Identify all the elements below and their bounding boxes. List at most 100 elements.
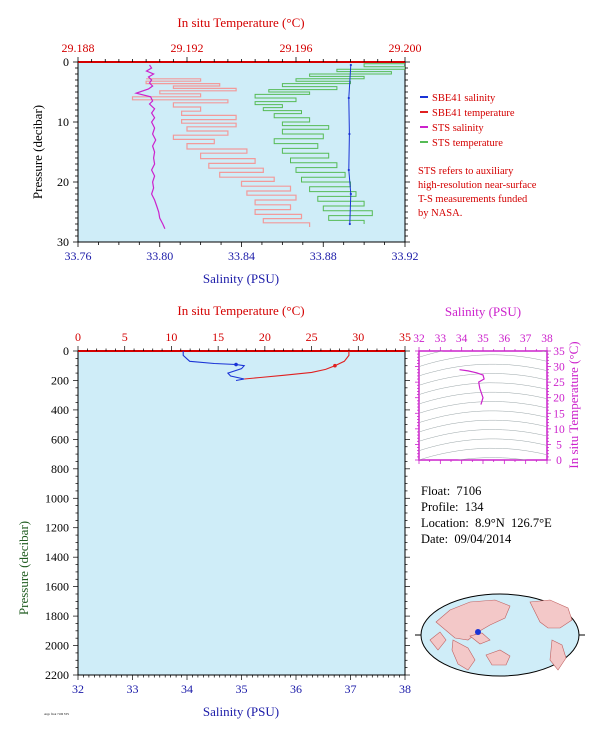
- top-tick-label: 29.196: [280, 41, 313, 55]
- top-tick-label: 30: [352, 330, 364, 344]
- profile-number: Profile: 134: [421, 500, 484, 514]
- legend-label: STS temperature: [432, 138, 503, 149]
- y-tick-label: 10: [57, 115, 69, 129]
- sbe-salinity-point: [348, 132, 351, 136]
- sbe-salinity-point: [349, 63, 352, 67]
- ts-right-tick-label: 20: [553, 393, 565, 405]
- x-tick-label: 36: [290, 682, 302, 696]
- y-tick-label: 2200: [45, 668, 69, 682]
- sbe-salinity-point: [349, 192, 352, 196]
- legend-item-sts-temperature: STS temperature: [420, 138, 503, 149]
- y-tick-label: 1400: [45, 550, 69, 564]
- density-contour: [419, 401, 547, 414]
- map-land-north-america: [529, 599, 573, 629]
- float-id: Float: 7106: [421, 484, 482, 498]
- map-land-south-america: [549, 639, 567, 671]
- legend-note-line: by NASA.: [418, 208, 462, 219]
- ts-top-tick-label: 33: [435, 333, 447, 345]
- top-tick-label: 29.192: [171, 41, 204, 55]
- y-tick-label: 0: [63, 55, 69, 69]
- density-contour: [419, 373, 547, 386]
- credit-stamp: Argo float 7106 STS: [44, 712, 70, 716]
- y-tick-label: 20: [57, 175, 69, 189]
- top-tick-label: 29.200: [389, 41, 422, 55]
- float-info: Float: 7106 Profile: 134 Location: 8.9°N…: [421, 483, 552, 547]
- ts-right-tick-label: 10: [553, 424, 565, 436]
- map-land: [429, 599, 573, 671]
- sbe-salinity-point: [347, 96, 350, 100]
- map-land-europe: [429, 631, 447, 651]
- ts-top-tick-label: 34: [456, 333, 468, 345]
- near-surface-y-axis-label: Pressure (decibar): [30, 105, 45, 199]
- density-contour: [419, 419, 547, 433]
- ts-right-tick-label: 5: [556, 439, 562, 451]
- float-location: Location: 8.9°N 126.7°E: [421, 516, 552, 530]
- density-contour: [419, 391, 547, 405]
- series-sts-temperature-pink: [131, 78, 311, 227]
- x-tick-label: 35: [236, 682, 248, 696]
- series-sbe-temperature: [244, 351, 350, 380]
- top-tick-label: 10: [165, 330, 177, 344]
- density-contour: [457, 457, 528, 460]
- ts-right-tick-label: 25: [553, 377, 565, 389]
- y-tick-label: 200: [51, 373, 69, 387]
- series-sts-salinity: [134, 64, 166, 230]
- map-land-africa: [451, 639, 476, 671]
- y-tick-label: 30: [57, 235, 69, 249]
- full-profile-top-axis-label: In situ Temperature (°C): [177, 303, 304, 318]
- sbe-temperature-point: [333, 363, 337, 368]
- legend-label: STS salinity: [432, 123, 484, 134]
- density-contour: [419, 467, 547, 479]
- y-tick-label: 1600: [45, 580, 69, 594]
- sbe-salinity-point: [347, 168, 350, 172]
- ts-right-tick-label: 0: [556, 455, 562, 467]
- full-profile-x-axis-label: Salinity (PSU): [203, 704, 279, 719]
- full-profile-y-axis-label: Pressure (decibar): [16, 521, 31, 615]
- near-surface-plot-area: [77, 61, 406, 243]
- map-land-australia: [485, 649, 511, 666]
- sbe-salinity-point: [348, 222, 351, 226]
- x-tick-label: 33.88: [310, 249, 337, 263]
- y-tick-label: 400: [51, 403, 69, 417]
- x-tick-label: 38: [399, 682, 411, 696]
- x-tick-label: 33: [127, 682, 139, 696]
- ts-top-tick-label: 32: [413, 333, 425, 345]
- ts-right-axis-label: In situ Temperature (°C): [566, 341, 581, 468]
- legend-item-sts-salinity: STS salinity: [420, 123, 484, 134]
- density-contour: [419, 354, 547, 367]
- legend: SBE41 salinity SBE41 temperature STS sal…: [418, 93, 537, 219]
- x-tick-label: 34: [181, 682, 193, 696]
- ts-right-tick-label: 30: [553, 362, 565, 374]
- density-contour: [419, 447, 547, 460]
- x-tick-label: 37: [345, 682, 357, 696]
- density-contour: [419, 351, 547, 358]
- world-map: [415, 593, 585, 677]
- legend-note-line: T-S measurements funded: [418, 194, 528, 205]
- y-tick-label: 1200: [45, 521, 69, 535]
- full-profile-plot-area: [77, 350, 406, 676]
- x-tick-label: 33.76: [65, 249, 92, 263]
- legend-item-sbe-temperature: SBE41 temperature: [420, 108, 515, 119]
- top-tick-label: 35: [399, 330, 411, 344]
- density-contour: [419, 382, 547, 395]
- legend-note-line: STS refers to auxiliary: [418, 166, 514, 177]
- float-location-marker: [475, 629, 481, 635]
- y-tick-label: 600: [51, 432, 69, 446]
- profile-date: Date: 09/04/2014: [421, 532, 512, 546]
- ts-top-tick-label: 36: [499, 333, 511, 345]
- map-land-asia: [435, 599, 511, 641]
- top-tick-label: 0: [75, 330, 81, 344]
- near-surface-x-axis-label: Salinity (PSU): [203, 271, 279, 286]
- density-contour: [419, 438, 547, 451]
- x-tick-label: 33.84: [228, 249, 255, 263]
- y-tick-label: 1000: [45, 491, 69, 505]
- ts-top-tick-label: 35: [477, 333, 489, 345]
- ts-right-tick-label: 15: [553, 408, 565, 420]
- x-tick-label: 32: [72, 682, 84, 696]
- y-tick-label: 0: [63, 344, 69, 358]
- y-tick-label: 800: [51, 462, 69, 476]
- top-tick-label: 5: [122, 330, 128, 344]
- legend-note-line: high-resolution near-surface: [418, 180, 537, 191]
- top-tick-label: 15: [212, 330, 224, 344]
- ts-diagram-panel: 32 33 34 35 36 37 38 0 5 10 15 20 25 30 35 Salinity (P…: [413, 304, 581, 479]
